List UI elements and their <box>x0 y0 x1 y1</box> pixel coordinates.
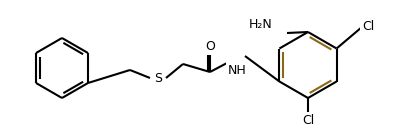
Text: Cl: Cl <box>302 113 314 126</box>
Text: NH: NH <box>228 64 246 76</box>
Text: O: O <box>205 41 215 54</box>
Text: H₂N: H₂N <box>248 18 272 32</box>
Text: S: S <box>154 72 162 85</box>
Text: Cl: Cl <box>362 21 374 34</box>
